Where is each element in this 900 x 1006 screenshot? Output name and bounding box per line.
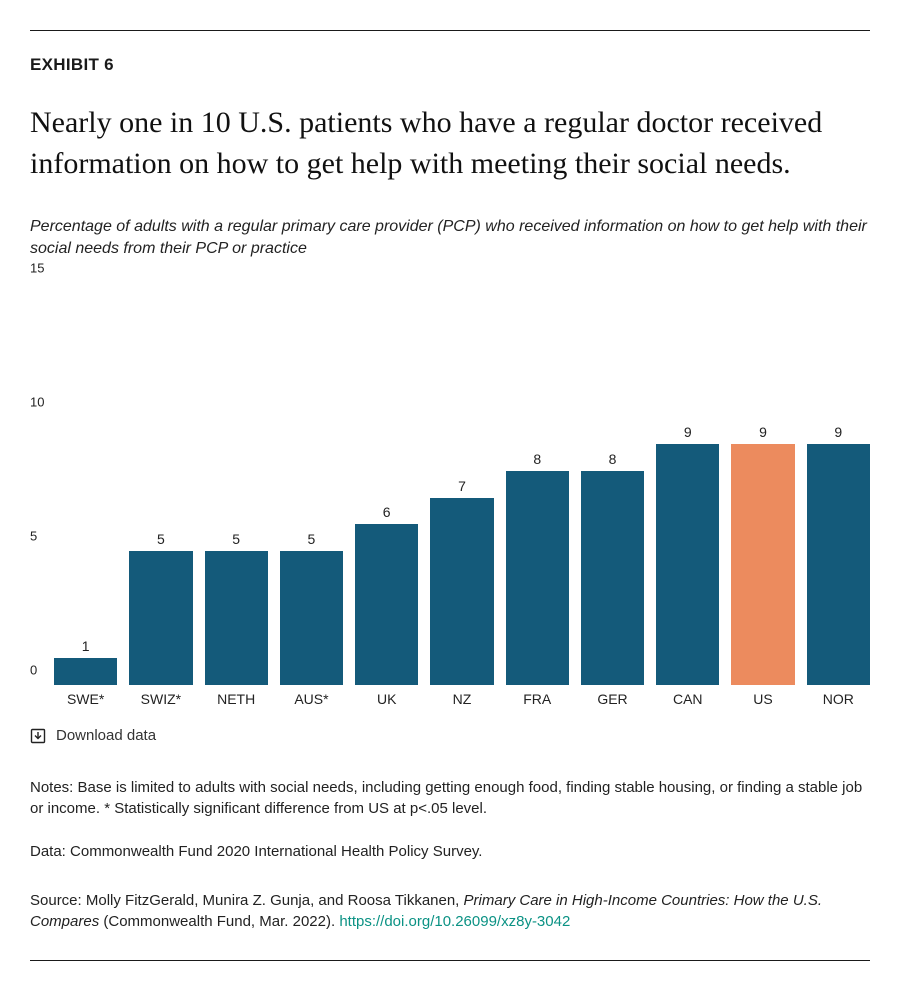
x-axis-label: SWIZ*	[129, 691, 192, 713]
bar-value-label: 5	[308, 531, 316, 547]
bar-slot: 8	[581, 283, 644, 685]
source-suffix: (Commonwealth Fund, Mar. 2022).	[99, 913, 339, 930]
x-axis-label: AUS*	[280, 691, 343, 713]
bar-slot: 5	[129, 283, 192, 685]
bar-slot: 9	[807, 283, 870, 685]
bar	[54, 658, 117, 685]
bar	[205, 551, 268, 685]
bar-slot: 1	[54, 283, 117, 685]
y-tick: 5	[30, 529, 37, 544]
bar-value-label: 1	[82, 638, 90, 654]
subhead: Percentage of adults with a regular prim…	[30, 216, 870, 259]
x-axis-label: NZ	[430, 691, 493, 713]
chart-plot: 1 5 5 5 6 7 8 8 9 9 9	[54, 283, 870, 685]
download-label: Download data	[56, 727, 156, 744]
bar-value-label: 5	[232, 531, 240, 547]
bar-chart: 051015 15556788999 SWE*SWIZ*NETHAUS*UKNZ…	[30, 283, 870, 713]
source-prefix: Source: Molly FitzGerald, Munira Z. Gunj…	[30, 892, 464, 909]
headline: Nearly one in 10 U.S. patients who have …	[30, 103, 870, 184]
y-tick: 15	[30, 261, 44, 276]
notes-text: Notes: Base is limited to adults with so…	[30, 777, 870, 819]
download-icon	[30, 728, 46, 744]
bar	[506, 471, 569, 685]
source-doi-link[interactable]: https://doi.org/10.26099/xz8y-3042	[339, 913, 570, 930]
exhibit-label: EXHIBIT 6	[30, 55, 870, 75]
x-axis-label: NOR	[807, 691, 870, 713]
bar-slot: 9	[731, 283, 794, 685]
x-axis-label: CAN	[656, 691, 719, 713]
bar-value-label: 7	[458, 478, 466, 494]
bar-value-label: 5	[157, 531, 165, 547]
bar-value-label: 8	[609, 451, 617, 467]
bar	[731, 444, 794, 685]
x-axis-label: SWE*	[54, 691, 117, 713]
bar	[656, 444, 719, 685]
top-rule	[30, 30, 870, 31]
bar-slot: 9	[656, 283, 719, 685]
bar-slot: 5	[280, 283, 343, 685]
bar-value-label: 9	[834, 424, 842, 440]
bar	[355, 524, 418, 685]
bar	[430, 498, 493, 686]
bar-slot: 7	[430, 283, 493, 685]
bar-slot: 8	[506, 283, 569, 685]
bar-value-label: 6	[383, 504, 391, 520]
y-tick: 0	[30, 663, 37, 678]
x-axis-label: FRA	[506, 691, 569, 713]
bar-slot: 5	[205, 283, 268, 685]
y-axis: 051015	[30, 283, 54, 685]
data-source-text: Data: Commonwealth Fund 2020 Internation…	[30, 841, 870, 862]
x-axis-label: UK	[355, 691, 418, 713]
x-axis-labels: SWE* SWIZ* NETH AUS* UK NZ FRA GER CAN US NOR	[54, 691, 870, 713]
bar-slot: 6	[355, 283, 418, 685]
bar	[581, 471, 644, 685]
bar	[280, 551, 343, 685]
x-axis-label: GER	[581, 691, 644, 713]
x-axis-label: NETH	[205, 691, 268, 713]
bottom-rule	[30, 960, 870, 961]
bar-value-label: 9	[759, 424, 767, 440]
bar-value-label: 9	[684, 424, 692, 440]
y-tick: 10	[30, 395, 44, 410]
bar	[129, 551, 192, 685]
source-citation: Source: Molly FitzGerald, Munira Z. Gunj…	[30, 890, 870, 932]
bar-value-label: 8	[533, 451, 541, 467]
x-axis-label: US	[731, 691, 794, 713]
bar	[807, 444, 870, 685]
download-data-button[interactable]: Download data	[30, 727, 156, 744]
